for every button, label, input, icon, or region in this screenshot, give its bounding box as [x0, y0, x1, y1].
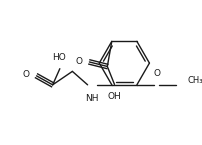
- Text: O: O: [75, 57, 82, 66]
- Text: O: O: [153, 69, 160, 78]
- Text: O: O: [22, 70, 29, 79]
- Text: HO: HO: [52, 52, 66, 61]
- Text: CH₃: CH₃: [187, 76, 202, 85]
- Text: OH: OH: [108, 91, 121, 100]
- Text: NH: NH: [85, 94, 99, 103]
